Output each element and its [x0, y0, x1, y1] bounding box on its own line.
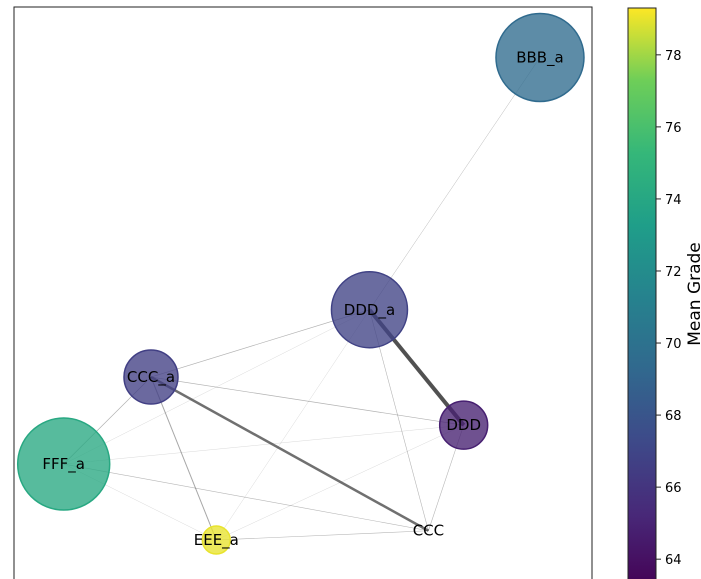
edge-FFF_a-CCC — [63, 463, 429, 532]
edge-DDD_a-FFF_a — [63, 309, 370, 465]
node-CCC_a — [123, 349, 179, 405]
edge-BBB_a-DDD_a — [369, 57, 541, 310]
edge-CCC_a-DDD — [150, 376, 464, 426]
labels-layer: BBB_a DDD_a CCC_a DDD FFF_a CCC EEE_a — [42, 48, 563, 550]
nodes-layer — [16, 12, 585, 555]
edge-CCC_a-CCC — [150, 375, 430, 532]
colorbar-tick-label-70: 70 — [665, 337, 682, 352]
node-label-DDD: DDD — [446, 416, 481, 434]
edge-DDD-EEE_a — [216, 425, 464, 541]
node-FFF_a — [16, 417, 111, 511]
colorbar-tick-label-78: 78 — [665, 49, 682, 64]
node-label-DDD_a: DDD_a — [344, 301, 395, 320]
node-label-EEE_a: EEE_a — [194, 531, 239, 550]
edge-DDD_a-EEE_a — [216, 309, 370, 541]
plot-frame — [13, 6, 593, 579]
colorbar-gradient — [627, 7, 657, 579]
node-EEE_a — [201, 525, 232, 555]
colorbar-tick-label-72: 72 — [665, 265, 682, 280]
colorbar-title: Mean Grade — [685, 242, 701, 346]
colorbar-tick-label-74: 74 — [665, 193, 682, 208]
colorbar-ticks: 64 66 68 70 72 74 76 78 — [656, 49, 682, 568]
colorbar-tick-label-76: 76 — [665, 121, 682, 136]
node-DDD_a — [330, 271, 409, 349]
node-DDD — [438, 400, 489, 450]
edge-EEE_a-CCC — [216, 530, 429, 541]
colorbar: 64 66 68 70 72 74 76 78 Mean Grade — [627, 7, 701, 579]
node-BBB_a — [495, 12, 585, 103]
edge-DDD-FFF_a — [63, 425, 464, 465]
node-label-BBB_a: BBB_a — [516, 48, 564, 67]
colorbar-tick-label-64: 64 — [665, 553, 682, 568]
node-label-CCC_a: CCC_a — [127, 368, 175, 387]
colorbar-tick-label-66: 66 — [665, 481, 682, 496]
colorbar-tick-label-68: 68 — [665, 409, 682, 424]
node-label-CCC: CCC — [413, 522, 444, 540]
edge-CCC_a-EEE_a — [150, 376, 217, 541]
node-label-FFF_a: FFF_a — [42, 455, 85, 474]
